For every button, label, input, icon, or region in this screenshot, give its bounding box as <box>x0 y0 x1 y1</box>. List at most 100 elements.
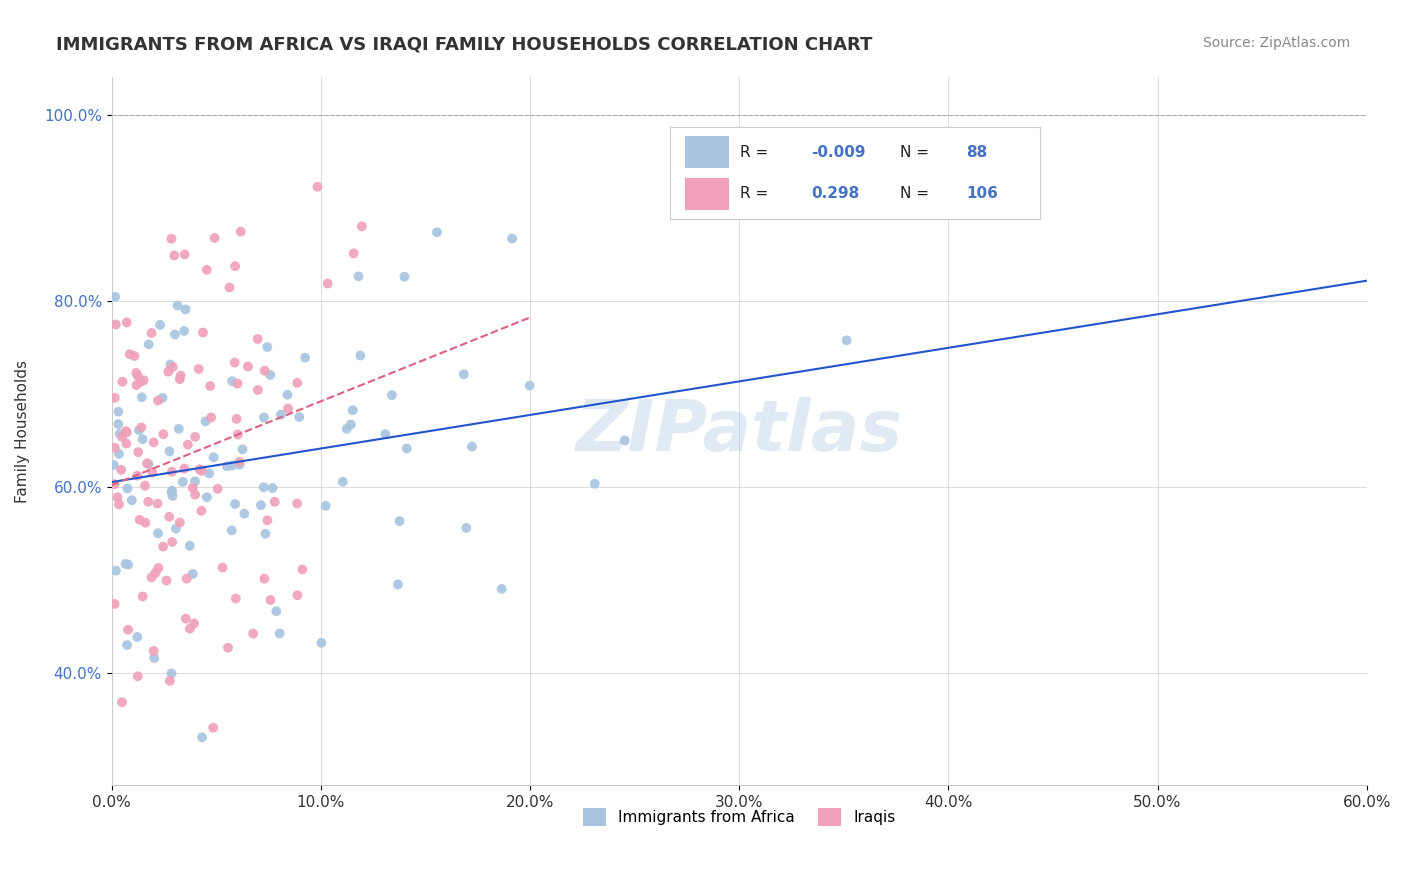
Point <box>107 490 129 504</box>
Point <box>228 458 250 472</box>
Point <box>157 509 180 524</box>
Point <box>159 673 181 688</box>
Point <box>173 461 195 475</box>
Point <box>183 616 205 631</box>
Point <box>132 373 155 387</box>
Point <box>350 219 373 234</box>
Point <box>835 334 858 348</box>
Point <box>195 262 218 277</box>
Point <box>246 383 269 397</box>
Point <box>221 374 243 388</box>
Point <box>104 441 127 455</box>
Point <box>179 622 201 636</box>
Point <box>136 494 159 508</box>
Point <box>202 450 225 465</box>
Point <box>381 388 404 402</box>
Point <box>152 427 174 442</box>
Point <box>343 246 366 260</box>
Text: IMMIGRANTS FROM AFRICA VS IRAQI FAMILY HOUSEHOLDS CORRELATION CHART: IMMIGRANTS FROM AFRICA VS IRAQI FAMILY H… <box>56 36 873 54</box>
Point <box>143 651 166 665</box>
Point <box>583 476 606 491</box>
Point <box>613 434 636 448</box>
Point <box>191 731 214 745</box>
Point <box>184 488 207 502</box>
Point <box>263 495 285 509</box>
Point <box>138 457 160 471</box>
Point <box>233 507 256 521</box>
Point <box>231 442 253 457</box>
Point <box>117 558 139 572</box>
Point <box>224 497 246 511</box>
Point <box>276 388 298 402</box>
Point <box>129 375 152 389</box>
Point <box>501 231 523 245</box>
Point <box>316 277 339 291</box>
Point <box>266 604 288 618</box>
Point <box>277 401 299 416</box>
Point <box>204 231 226 245</box>
Point <box>174 612 197 626</box>
Point <box>519 378 541 392</box>
Point <box>259 593 281 607</box>
Point <box>160 535 183 549</box>
Point <box>142 435 165 450</box>
Point <box>104 597 127 611</box>
Point <box>229 225 252 239</box>
Point <box>115 425 138 440</box>
Point <box>169 372 191 386</box>
Point <box>311 636 333 650</box>
Point <box>132 590 155 604</box>
Point <box>256 513 278 527</box>
Point <box>134 478 156 492</box>
Point <box>104 318 127 332</box>
Point <box>165 522 187 536</box>
Point <box>285 496 308 510</box>
Point <box>125 378 148 392</box>
Point <box>146 393 169 408</box>
Point <box>461 440 484 454</box>
Point <box>128 423 150 437</box>
Point <box>287 588 309 602</box>
Point <box>269 626 291 640</box>
Point <box>195 490 218 504</box>
Point <box>336 422 359 436</box>
Point <box>174 302 197 317</box>
Point <box>115 315 138 329</box>
Point <box>145 566 167 580</box>
Point <box>221 524 243 538</box>
Point <box>117 482 139 496</box>
Point <box>160 666 183 681</box>
Point <box>172 475 194 489</box>
Point <box>155 574 177 588</box>
Point <box>224 355 246 369</box>
Point <box>141 570 163 584</box>
Point <box>117 623 139 637</box>
Point <box>349 349 371 363</box>
Point <box>141 326 163 340</box>
Point <box>177 437 200 451</box>
Point <box>146 526 169 541</box>
Point <box>111 375 134 389</box>
Point <box>226 376 249 391</box>
Point <box>394 269 416 284</box>
Point <box>169 368 191 383</box>
Point <box>228 455 250 469</box>
Point <box>188 462 211 476</box>
Point <box>270 408 292 422</box>
Point <box>157 444 180 458</box>
Y-axis label: Family Households: Family Households <box>15 359 30 503</box>
Point <box>166 298 188 312</box>
Point <box>108 447 131 461</box>
Point <box>162 359 184 374</box>
Text: Source: ZipAtlas.com: Source: ZipAtlas.com <box>1202 36 1350 50</box>
Point <box>127 445 149 459</box>
Point <box>114 557 136 571</box>
Point <box>136 456 159 470</box>
Point <box>387 577 409 591</box>
Point <box>190 504 212 518</box>
Point <box>104 564 127 578</box>
Point <box>218 280 240 294</box>
Point <box>184 430 207 444</box>
Point <box>294 351 316 365</box>
Point <box>138 337 160 351</box>
